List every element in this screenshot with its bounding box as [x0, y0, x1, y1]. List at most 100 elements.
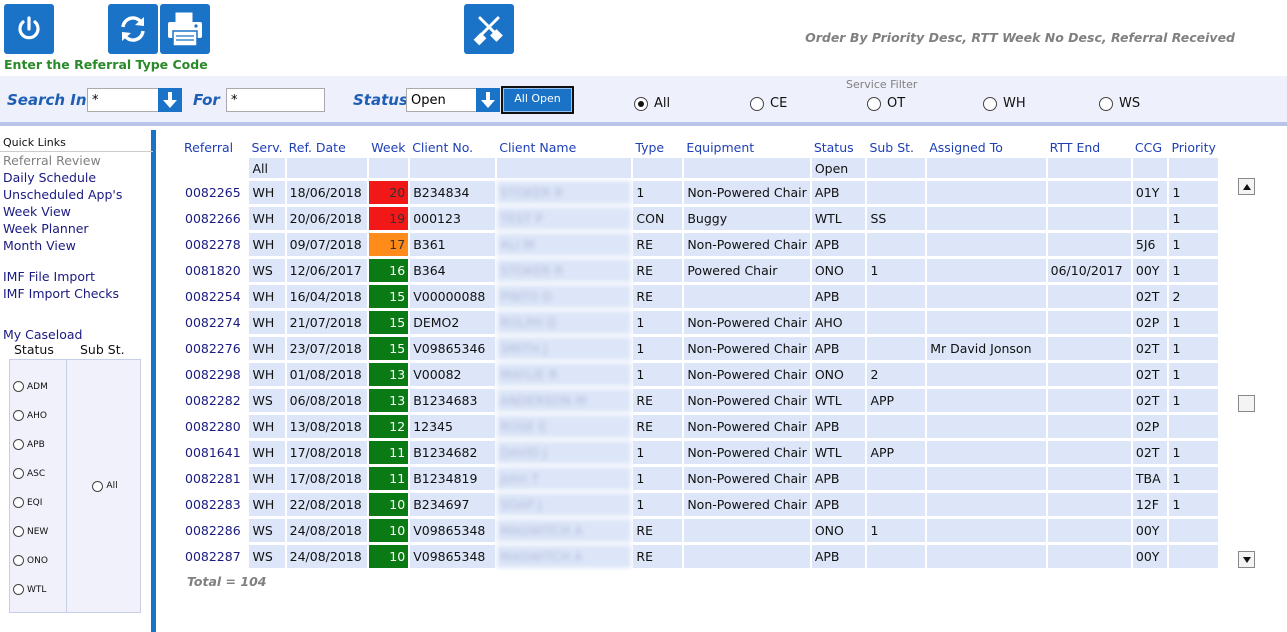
- caseload-sub-all[interactable]: All: [89, 472, 118, 501]
- table-row[interactable]: 0082278 WH 09/07/2018 17 B361 ALI M RE Non-Powe…: [182, 233, 1218, 256]
- column-header-sub-st[interactable]: Sub St.: [869, 139, 915, 155]
- column-header-ccg[interactable]: CCG: [1134, 139, 1163, 155]
- sidebar-link-unscheduled-apps[interactable]: Unscheduled App's: [3, 187, 123, 202]
- cell-week: 15: [369, 285, 409, 308]
- caseload-status-new[interactable]: NEW: [10, 517, 66, 546]
- column-header-rtt-end[interactable]: RTT End: [1049, 139, 1101, 155]
- table-row[interactable]: 0082265 WH 18/06/2018 20 B234834 STOKER R 1 Non…: [182, 181, 1218, 204]
- print-button[interactable]: [160, 4, 210, 54]
- cell-referral[interactable]: 0082278: [185, 237, 241, 252]
- service-radio-all[interactable]: All: [634, 96, 670, 111]
- cell-referral[interactable]: 0082287: [185, 549, 241, 564]
- cell-week: 10: [369, 519, 409, 542]
- cell-week: 15: [369, 311, 409, 334]
- table-row[interactable]: 0082276 WH 23/07/2018 15 V09865346 SMITH J 1 No…: [182, 337, 1218, 360]
- column-header-client-no[interactable]: Client No.: [412, 139, 474, 155]
- caseload-sub-label: All: [106, 481, 118, 491]
- cell-referral[interactable]: 0082266: [185, 211, 241, 226]
- cell-client-no: V00000088: [410, 285, 496, 308]
- sidebar-link-week-planner[interactable]: Week Planner: [3, 221, 89, 236]
- cell-name: MAGWITCH A: [497, 545, 632, 568]
- column-header-status[interactable]: Status: [813, 139, 854, 155]
- status-filter[interactable]: Open: [811, 158, 866, 178]
- cell-referral[interactable]: 0082254: [185, 289, 241, 304]
- cell-serv: WH: [249, 415, 285, 438]
- service-radio-ce[interactable]: CE: [750, 96, 787, 111]
- table-row[interactable]: 0082283 WH 22/08/2018 10 B234697 SOAP J 1 Non-P…: [182, 493, 1218, 516]
- search-in-dropdown-button[interactable]: [158, 88, 182, 112]
- caseload-status-aho[interactable]: AHO: [10, 401, 66, 430]
- radio-unchecked-icon: [13, 584, 24, 595]
- cell-date: 24/08/2018: [286, 545, 368, 568]
- caseload-status-label: ADM: [27, 381, 48, 392]
- search-in-label: Search In: [7, 91, 87, 109]
- serv-filter[interactable]: All: [249, 158, 285, 178]
- caseload-status-adm[interactable]: ADM: [10, 372, 66, 401]
- caseload-status-wtl[interactable]: WTL: [10, 575, 66, 604]
- cell-referral[interactable]: 0082283: [185, 497, 241, 512]
- service-radio-ot[interactable]: OT: [867, 96, 905, 111]
- column-header-serv[interactable]: Serv.: [251, 139, 283, 155]
- cell-ccg: [1132, 207, 1168, 230]
- power-button[interactable]: [4, 4, 54, 54]
- cell-referral[interactable]: 0081641: [185, 445, 241, 460]
- refresh-button[interactable]: [108, 4, 158, 54]
- column-header-type[interactable]: Type: [635, 139, 665, 155]
- caseload-status-label: ONO: [27, 555, 48, 566]
- cell-priority: 1: [1169, 441, 1218, 464]
- cell-referral[interactable]: 0082276: [185, 341, 241, 356]
- scroll-up-button[interactable]: [1238, 178, 1255, 195]
- filter-cell-empty: [497, 158, 632, 178]
- table-row[interactable]: 0082266 WH 20/06/2018 19 000123 TEST P CON Bugg…: [182, 207, 1218, 230]
- table-row[interactable]: 0082254 WH 16/04/2018 15 V00000088 PINTO D RE A…: [182, 285, 1218, 308]
- cell-referral[interactable]: 0082281: [185, 471, 241, 486]
- column-header-client-name[interactable]: Client Name: [499, 139, 577, 155]
- cell-client-no: 12345: [410, 415, 496, 438]
- scroll-thumb[interactable]: [1238, 395, 1255, 412]
- cell-equipment: Non-Powered Chair: [684, 415, 810, 438]
- cell-referral[interactable]: 0082265: [185, 185, 241, 200]
- cell-assigned: [927, 467, 1046, 490]
- table-row[interactable]: 0082274 WH 21/07/2018 15 DEMO2 ROLPH D 1 Non-Po…: [182, 311, 1218, 334]
- sidebar-link-daily-schedule[interactable]: Daily Schedule: [3, 170, 97, 185]
- cell-referral[interactable]: 0082298: [185, 367, 241, 382]
- for-input[interactable]: [226, 88, 325, 112]
- radio-unchecked-icon: [13, 526, 24, 537]
- table-row[interactable]: 0081641 WH 17/08/2018 11 B1234682 DAVID J 1 Non…: [182, 441, 1218, 464]
- column-header-referral[interactable]: Referral: [184, 139, 234, 155]
- all-open-button[interactable]: All Open: [501, 86, 574, 114]
- sidebar-link-month-view[interactable]: Month View: [3, 238, 76, 253]
- service-radio-wh[interactable]: WH: [983, 96, 1026, 111]
- caseload-status-asc[interactable]: ASC: [10, 459, 66, 488]
- column-header-assigned-to[interactable]: Assigned To: [929, 139, 1003, 155]
- status-dropdown-button[interactable]: [476, 88, 500, 112]
- grid-scrollbar[interactable]: [1238, 178, 1255, 568]
- caseload-status-ono[interactable]: ONO: [10, 546, 66, 575]
- caseload-status-apb[interactable]: APB: [10, 430, 66, 459]
- cell-referral[interactable]: 0082286: [185, 523, 241, 538]
- sidebar-link-imf-file-import[interactable]: IMF File Import: [3, 269, 96, 284]
- tools-button[interactable]: [464, 4, 514, 54]
- table-row[interactable]: 0082280 WH 13/08/2018 12 12345 ROSE E RE Non-Po…: [182, 415, 1218, 438]
- triangle-up-icon: [1242, 183, 1251, 190]
- table-row[interactable]: 0082286 WS 24/08/2018 10 V09865348 MAGWITCH A…: [182, 519, 1218, 542]
- cell-referral[interactable]: 0082280: [185, 419, 241, 434]
- my-caseload-title[interactable]: My Caseload: [3, 327, 83, 342]
- cell-referral[interactable]: 0082282: [185, 393, 241, 408]
- table-row[interactable]: 0082298 WH 01/08/2018 13 V00082 MAYLIE R 1 Non-…: [182, 363, 1218, 386]
- column-header-ref-date[interactable]: Ref. Date: [288, 139, 346, 155]
- column-header-week[interactable]: Week: [371, 139, 406, 155]
- caseload-status-eqi[interactable]: EQI: [10, 488, 66, 517]
- service-radio-ws[interactable]: WS: [1099, 96, 1140, 111]
- sidebar-link-week-view[interactable]: Week View: [3, 204, 71, 219]
- cell-referral[interactable]: 0081820: [185, 263, 241, 278]
- sidebar-link-imf-import-checks[interactable]: IMF Import Checks: [3, 286, 120, 301]
- cell-referral[interactable]: 0082274: [185, 315, 241, 330]
- column-header-priority[interactable]: Priority: [1171, 139, 1216, 155]
- table-row[interactable]: 0081820 WS 12/06/2017 16 B364 STOKER R RE Power…: [182, 259, 1218, 282]
- column-header-equipment[interactable]: Equipment: [686, 139, 755, 155]
- scroll-down-button[interactable]: [1238, 551, 1255, 568]
- table-row[interactable]: 0082281 WH 17/08/2018 11 B1234819 John T 1 Non-…: [182, 467, 1218, 490]
- table-row[interactable]: 0082287 WS 24/08/2018 10 V09865348 MAGWITCH A…: [182, 545, 1218, 568]
